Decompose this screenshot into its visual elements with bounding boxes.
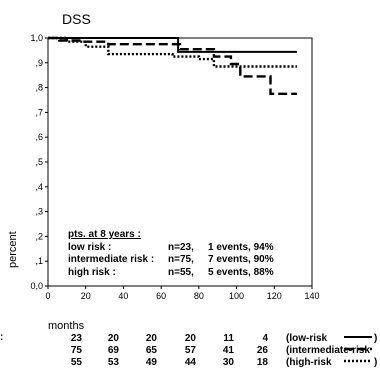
annotation-high-n: n=55, (168, 267, 194, 278)
y-tick-label: ,6 (35, 132, 43, 142)
y-tick-label: ,7 (35, 107, 43, 117)
risk-row-label: (low-risk (286, 333, 328, 344)
annotation-low-n: n=23, (168, 242, 194, 253)
y-tick-label: ,1 (35, 256, 43, 266)
risk-table: 23 20 20 20 11 4 (low-risk) 75 69 65 57 41 26 (interm… (71, 333, 377, 368)
risk-value: 49 (146, 357, 158, 368)
x-tick-label: 0 (45, 291, 50, 301)
x-axis-label: months (48, 320, 85, 332)
x-tick-label: 120 (267, 291, 282, 301)
risk-row-label: (intermediate-risk (286, 345, 370, 356)
risk-row-close: ) (374, 333, 377, 344)
risk-value: 44 (185, 357, 197, 368)
series-group (48, 36, 297, 95)
y-tick-label: ,8 (35, 83, 43, 93)
y-tick-label: 0,0 (30, 281, 43, 291)
chart-title: DSS (62, 11, 91, 27)
risk-row-close: ) (374, 357, 377, 368)
annotation-low-label: low risk : (68, 242, 111, 253)
risk-table-lead: : (0, 332, 3, 343)
risk-value: 69 (108, 345, 120, 356)
x-tick-label: 80 (194, 291, 204, 301)
x-tick-label: 140 (304, 291, 319, 301)
x-tick-label: 20 (81, 291, 91, 301)
risk-value: 18 (257, 357, 269, 368)
risk-value: 23 (71, 333, 83, 344)
annotation-intermediate-label: intermediate risk : (68, 254, 154, 265)
y-axis-label: percent (7, 231, 19, 268)
y-tick-label: ,5 (35, 157, 43, 167)
risk-value: 65 (146, 345, 158, 356)
y-axis: 0,0 ,1 ,2 ,3 ,4 ,5 ,6 ,7 ,8 ,9 1,0 (30, 33, 48, 291)
risk-value: 20 (185, 333, 197, 344)
y-tick-label: ,2 (35, 231, 43, 241)
x-tick-label: 100 (229, 291, 244, 301)
risk-value: 11 (223, 333, 234, 344)
series-line-dotted (48, 36, 297, 68)
risk-value: 4 (262, 333, 268, 344)
annotation-low-events: 1 events, 94% (208, 242, 274, 253)
annotation-intermediate-n: n=75, (168, 254, 194, 265)
annotation-intermediate-events: 7 events, 90% (208, 254, 274, 265)
x-tick-label: 60 (156, 291, 166, 301)
risk-value: 57 (185, 345, 197, 356)
annotation-heading: pts. at 8 years : (68, 229, 141, 240)
risk-value: 75 (71, 345, 83, 356)
annotation-box: pts. at 8 years : low risk : n=23, 1 eve… (68, 229, 274, 278)
annotation-high-events: 5 events, 88% (208, 267, 274, 278)
y-tick-label: ,3 (35, 207, 43, 217)
risk-value: 41 (223, 345, 235, 356)
risk-value: 53 (108, 357, 120, 368)
y-tick-label: ,4 (35, 182, 43, 192)
y-tick-label: 1,0 (30, 33, 43, 43)
risk-value: 20 (108, 333, 120, 344)
risk-row-label: (high-risk (286, 357, 332, 368)
annotation-high-label: high risk : (68, 267, 116, 278)
risk-value: 55 (71, 357, 83, 368)
x-tick-label: 40 (118, 291, 128, 301)
y-tick-label: ,9 (35, 58, 43, 68)
risk-value: 20 (146, 333, 158, 344)
x-axis: 0 20 40 60 80 100 120 140 (45, 286, 320, 301)
risk-value: 30 (223, 357, 235, 368)
risk-value: 26 (257, 345, 269, 356)
